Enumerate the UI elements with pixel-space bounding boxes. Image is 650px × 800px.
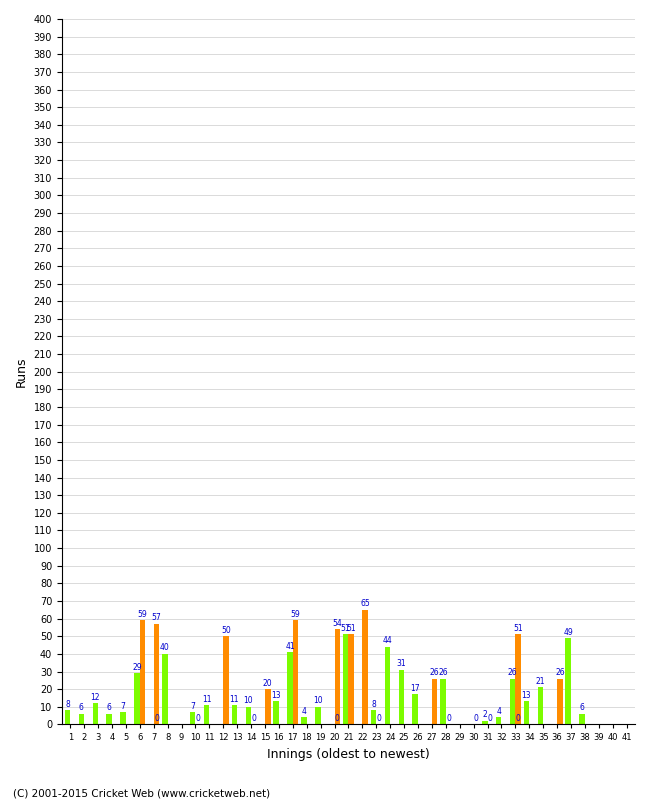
Bar: [557, 678, 563, 725]
Bar: [135, 674, 140, 725]
Bar: [370, 710, 376, 725]
Text: 0: 0: [252, 714, 256, 723]
Text: 0: 0: [515, 714, 521, 723]
Bar: [510, 678, 515, 725]
Text: 0: 0: [335, 714, 340, 723]
Bar: [292, 620, 298, 725]
Bar: [579, 714, 585, 725]
Bar: [65, 710, 70, 725]
Text: 7: 7: [121, 702, 125, 710]
Bar: [190, 712, 196, 725]
Text: 51: 51: [346, 624, 356, 633]
Bar: [315, 706, 320, 725]
Bar: [566, 638, 571, 725]
Bar: [398, 670, 404, 725]
Text: 51: 51: [341, 624, 350, 633]
Text: 41: 41: [285, 642, 295, 650]
Text: 0: 0: [474, 714, 479, 723]
Text: 40: 40: [160, 643, 170, 653]
Bar: [440, 678, 446, 725]
Bar: [274, 702, 279, 725]
X-axis label: Innings (oldest to newest): Innings (oldest to newest): [267, 748, 430, 761]
Bar: [538, 687, 543, 725]
Bar: [301, 718, 307, 725]
Text: 21: 21: [536, 677, 545, 686]
Bar: [348, 634, 354, 725]
Text: 10: 10: [244, 696, 253, 706]
Bar: [223, 636, 229, 725]
Text: 17: 17: [410, 684, 420, 693]
Bar: [413, 694, 418, 725]
Text: 0: 0: [488, 714, 493, 723]
Text: 65: 65: [360, 599, 370, 608]
Text: 13: 13: [522, 691, 531, 700]
Bar: [120, 712, 126, 725]
Text: 0: 0: [154, 714, 159, 723]
Bar: [231, 705, 237, 725]
Text: 6: 6: [79, 703, 84, 713]
Text: 11: 11: [229, 694, 239, 704]
Text: 8: 8: [371, 700, 376, 709]
Bar: [432, 678, 437, 725]
Text: 26: 26: [438, 668, 448, 677]
Bar: [385, 647, 390, 725]
Text: 13: 13: [271, 691, 281, 700]
Text: 11: 11: [202, 694, 211, 704]
Text: 2: 2: [482, 710, 487, 719]
Text: 6: 6: [580, 703, 584, 713]
Text: 26: 26: [430, 668, 439, 677]
Text: 0: 0: [446, 714, 451, 723]
Text: 0: 0: [196, 714, 201, 723]
Bar: [482, 721, 488, 725]
Text: 54: 54: [332, 618, 342, 628]
Text: 26: 26: [508, 668, 517, 677]
Text: 6: 6: [107, 703, 112, 713]
Text: 59: 59: [291, 610, 300, 619]
Text: (C) 2001-2015 Cricket Web (www.cricketweb.net): (C) 2001-2015 Cricket Web (www.cricketwe…: [13, 788, 270, 798]
Bar: [343, 634, 348, 725]
Bar: [153, 624, 159, 725]
Text: 7: 7: [190, 702, 195, 710]
Text: 4: 4: [302, 707, 306, 716]
Text: 8: 8: [65, 700, 70, 709]
Text: 12: 12: [90, 693, 100, 702]
Bar: [204, 705, 209, 725]
Bar: [335, 629, 340, 725]
Bar: [362, 610, 368, 725]
Text: 10: 10: [313, 696, 322, 706]
Bar: [107, 714, 112, 725]
Text: 31: 31: [396, 659, 406, 668]
Text: 44: 44: [382, 637, 392, 646]
Text: 49: 49: [564, 627, 573, 637]
Text: 57: 57: [151, 614, 161, 622]
Bar: [496, 718, 501, 725]
Y-axis label: Runs: Runs: [15, 357, 28, 387]
Text: 29: 29: [132, 663, 142, 672]
Bar: [92, 703, 98, 725]
Bar: [524, 702, 529, 725]
Text: 51: 51: [514, 624, 523, 633]
Text: 0: 0: [376, 714, 382, 723]
Bar: [246, 706, 251, 725]
Bar: [515, 634, 521, 725]
Text: 59: 59: [138, 610, 148, 619]
Bar: [140, 620, 146, 725]
Text: 20: 20: [263, 678, 272, 688]
Bar: [287, 652, 292, 725]
Bar: [265, 689, 270, 725]
Text: 4: 4: [496, 707, 501, 716]
Text: 26: 26: [555, 668, 565, 677]
Bar: [79, 714, 84, 725]
Bar: [162, 654, 168, 725]
Text: 50: 50: [221, 626, 231, 635]
